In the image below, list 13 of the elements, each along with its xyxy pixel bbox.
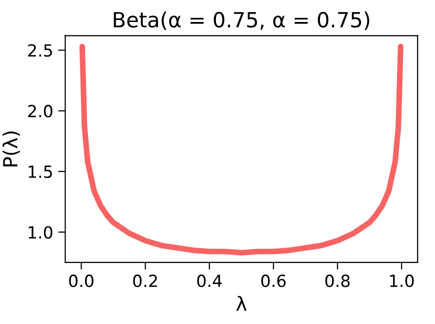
y-tick-label: 2.5 [28,44,52,57]
x-axis-title: λ [236,296,247,311]
x-tick-label: 0.2 [133,274,157,288]
x-tick-label: 0.0 [69,274,94,288]
x-tick-label: 1.0 [390,274,414,288]
y-tick-label: 2.0 [28,104,52,118]
y-tick-label: 1.0 [28,226,52,239]
x-tick-label: 0.6 [261,274,286,288]
y-tick-label: 1.5 [28,166,52,178]
x-tick-label: 0.8 [325,274,350,288]
x-tick-label: 0.4 [197,274,222,288]
chart-title: Beta(α = 0.75, α = 0.75) [114,12,370,30]
y-axis-title: P(λ) [2,132,20,166]
